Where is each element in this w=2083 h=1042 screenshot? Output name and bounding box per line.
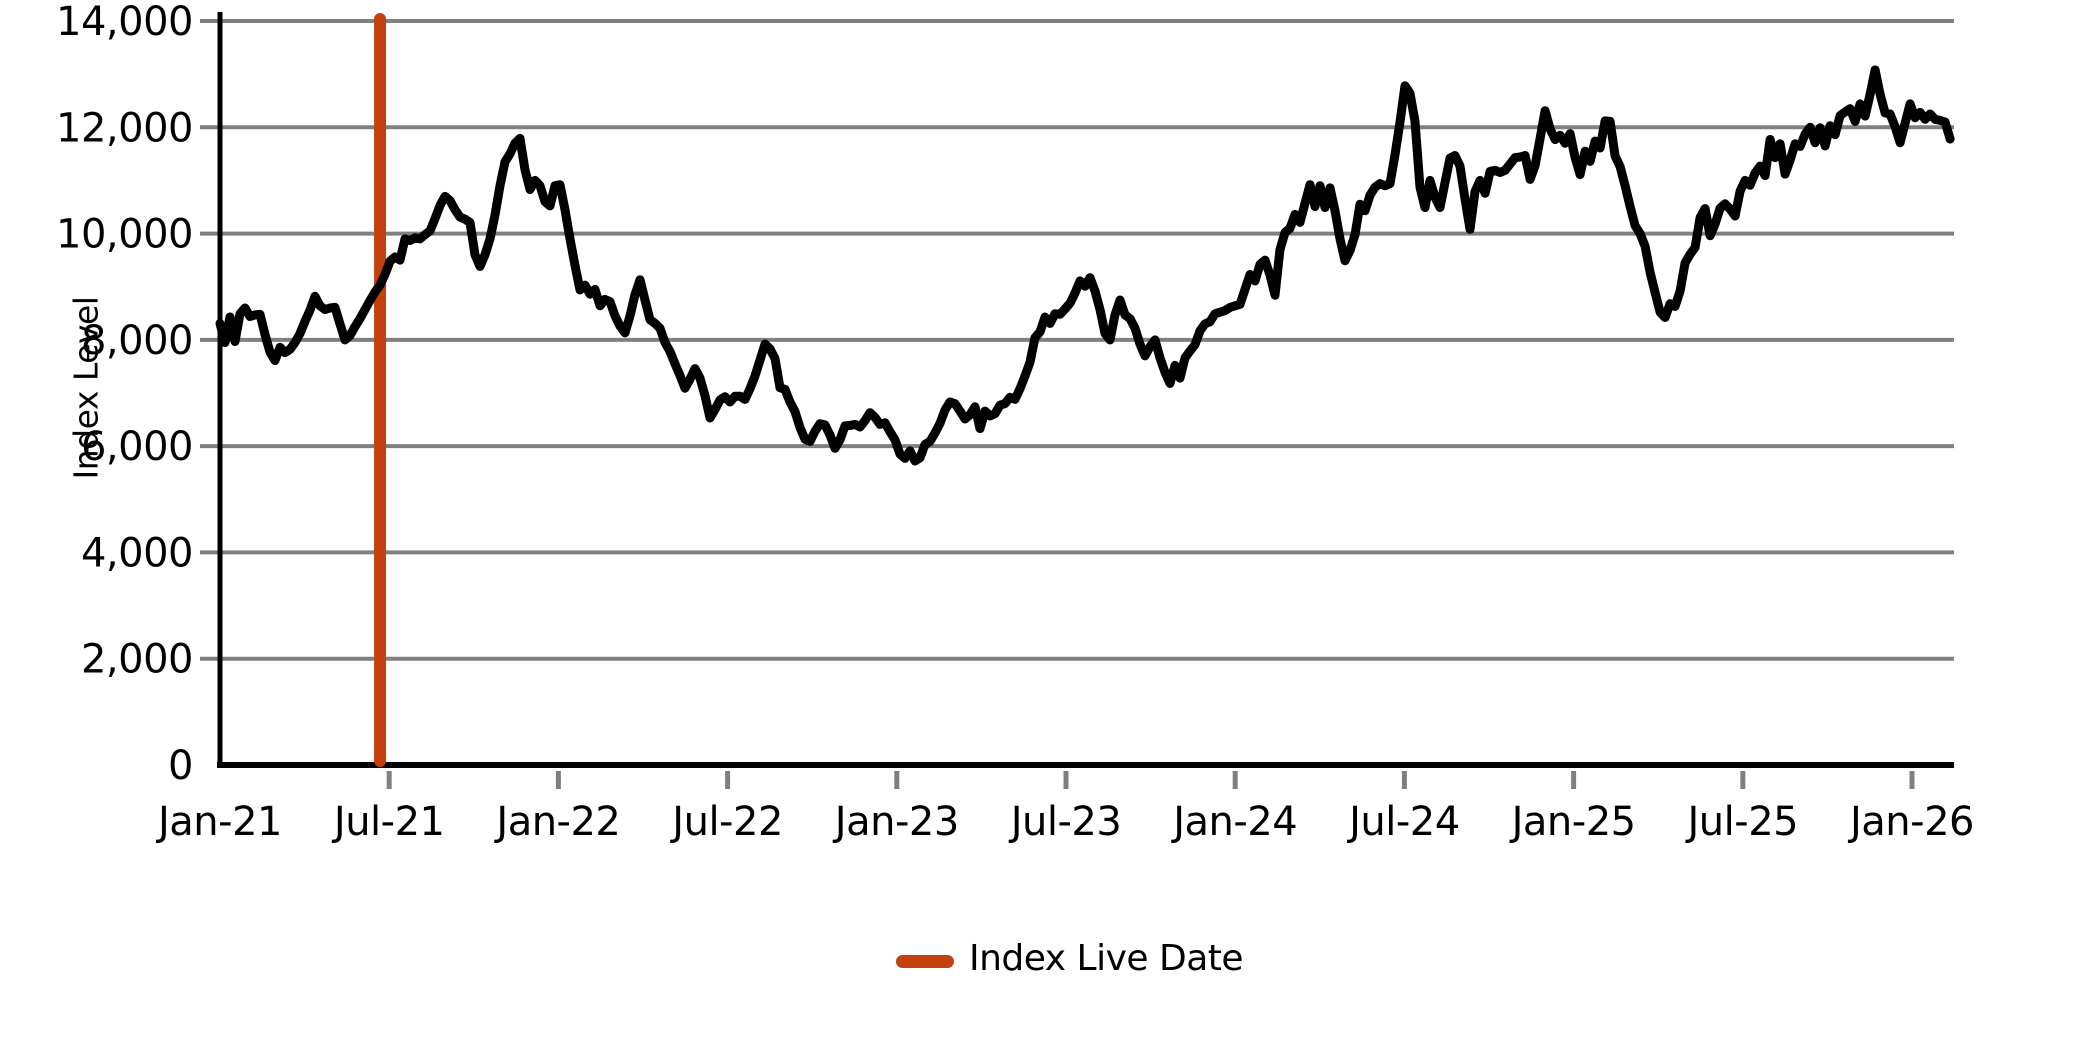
legend: Index Live Date [28,941,2083,981]
y-tick-label: 4,000 [81,530,193,576]
y-tick-label: 2,000 [81,637,193,683]
y-axis-title: Index Level [66,296,106,480]
x-tick-label: Jul-21 [331,799,445,845]
x-tick-label: Jan-21 [155,799,282,845]
x-tick-label: Jan-26 [1847,799,1974,845]
x-tick-label: Jul-22 [669,799,783,845]
x-tick-label: Jan-22 [493,799,620,845]
legend-line-swatch-icon [895,954,954,968]
y-tick-label: 6,000 [81,424,193,470]
x-tick-label: Jul-24 [1346,799,1460,845]
y-tick-label: 10,000 [56,212,193,258]
legend-label: Index Live Date [968,938,1244,979]
y-tick-label: 12,000 [56,105,193,151]
x-tick-label: Jan-23 [832,799,959,845]
index-level-series-line [215,65,1955,466]
x-tick-label: Jan-25 [1509,799,1636,845]
x-tick-label: Jul-25 [1685,799,1799,845]
y-tick-label: 8,000 [81,318,193,364]
x-tick-label: Jan-24 [1170,799,1297,845]
x-tick-label: Jul-23 [1008,799,1122,845]
y-tick-label: 14,000 [56,0,193,45]
y-tick-label: 0 [168,743,193,789]
